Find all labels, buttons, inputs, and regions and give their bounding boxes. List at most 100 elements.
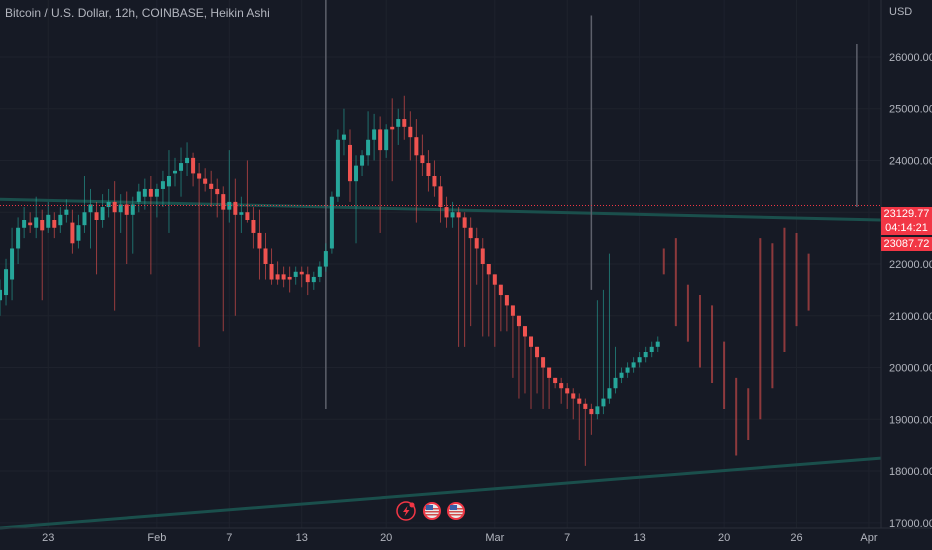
candle-body	[293, 271, 298, 277]
candle-body	[311, 276, 316, 283]
candle-body	[16, 227, 21, 249]
projection-bars	[662, 227, 810, 456]
price-tick-label: 26000.00	[889, 52, 932, 64]
candle-body	[577, 398, 582, 404]
candle-body	[64, 209, 69, 215]
candle-body	[34, 217, 39, 228]
time-axis[interactable]: 23 Feb 7 13 20 Mar 7 13 20 26 Apr	[42, 532, 878, 544]
candle-body	[637, 357, 642, 363]
candle-body	[625, 367, 630, 373]
candle-body	[396, 119, 401, 127]
candle-body	[522, 326, 527, 337]
symbol-title[interactable]: Bitcoin / U.S. Dollar, 12h, COINBASE, He…	[5, 6, 270, 20]
candle-body	[233, 201, 238, 215]
time-tick-label: 20	[718, 532, 730, 544]
candle-body	[112, 201, 117, 213]
grid	[0, 0, 881, 528]
candle-body	[432, 176, 437, 187]
price-tick-label: 22000.00	[889, 259, 932, 271]
candle-body	[251, 220, 256, 233]
candle-body	[148, 188, 153, 197]
candle-body	[347, 144, 352, 182]
time-tick-label: Apr	[860, 532, 877, 544]
candle-body	[257, 232, 262, 249]
candle-body	[172, 170, 177, 174]
candle-body	[402, 119, 407, 127]
candle-body	[76, 225, 81, 241]
candle-body	[118, 204, 123, 213]
candle-body	[541, 357, 546, 368]
us-flag-icon[interactable]	[423, 502, 441, 520]
candle-body	[565, 388, 570, 394]
candle-body	[52, 220, 57, 228]
candle-body	[420, 155, 425, 164]
price-tick-label: 20000.00	[889, 363, 932, 375]
candle-body	[655, 341, 660, 347]
candle-body	[0, 289, 2, 301]
candle-body	[305, 274, 310, 283]
candle-body	[354, 165, 359, 182]
trendline	[0, 456, 882, 530]
candle-body	[643, 352, 648, 358]
candle-body	[142, 188, 147, 197]
candle-body	[559, 383, 564, 389]
time-tick-label: 23	[42, 532, 54, 544]
candle-body	[215, 188, 220, 195]
candle-body	[480, 248, 485, 264]
candle-body	[4, 269, 9, 296]
candle-body	[607, 388, 612, 399]
candle-body	[486, 264, 491, 275]
economic-events[interactable]	[396, 501, 465, 521]
last-price-label: 23129.77	[881, 207, 932, 221]
price-tick-label: 24000.00	[889, 155, 932, 167]
us-flag-icon[interactable]	[447, 502, 465, 520]
lightning-icon[interactable]	[396, 501, 416, 521]
time-tick-label: 13	[296, 532, 308, 544]
currency-label: USD	[889, 6, 913, 18]
candle-body	[583, 403, 588, 409]
candle-body	[408, 126, 413, 138]
candle-body	[275, 274, 280, 280]
candle-body	[619, 372, 624, 378]
candle-body	[58, 214, 63, 226]
candle-body	[46, 214, 51, 228]
candle-body	[28, 222, 33, 226]
time-tick-label: 7	[226, 532, 232, 544]
candle-body	[438, 186, 443, 208]
candle-body	[553, 377, 558, 384]
candle-body	[360, 155, 365, 166]
candle-body	[450, 212, 455, 218]
candle-body	[595, 406, 600, 415]
candle-body	[444, 207, 449, 218]
candle-body	[535, 346, 540, 358]
candle-body	[94, 212, 99, 220]
candle-body	[124, 204, 129, 215]
candle-body	[239, 212, 244, 215]
candle-body	[468, 227, 473, 239]
time-tick-label: Mar	[485, 532, 504, 544]
candle-body	[372, 129, 377, 140]
price-tick-label: 17000.00	[889, 518, 932, 530]
ghost-wicks	[325, 0, 858, 409]
candle-body	[462, 217, 467, 228]
candle-body	[185, 157, 190, 164]
candle-body	[317, 266, 322, 277]
candle-body	[88, 204, 93, 213]
candle-body	[209, 183, 214, 189]
candles[interactable]	[0, 95, 660, 466]
candle-body	[100, 207, 105, 220]
time-tick-label: Feb	[147, 532, 166, 544]
candle-body	[245, 212, 250, 220]
candle-body	[323, 251, 328, 267]
candle-body	[203, 178, 208, 184]
price-tick-label: 25000.00	[889, 104, 932, 116]
candle-body	[516, 315, 521, 327]
candle-body	[22, 220, 27, 228]
time-tick-label: 13	[634, 532, 646, 544]
time-tick-label: 7	[564, 532, 570, 544]
candle-body	[166, 176, 171, 187]
candle-body	[426, 163, 431, 176]
candle-body	[649, 346, 654, 352]
